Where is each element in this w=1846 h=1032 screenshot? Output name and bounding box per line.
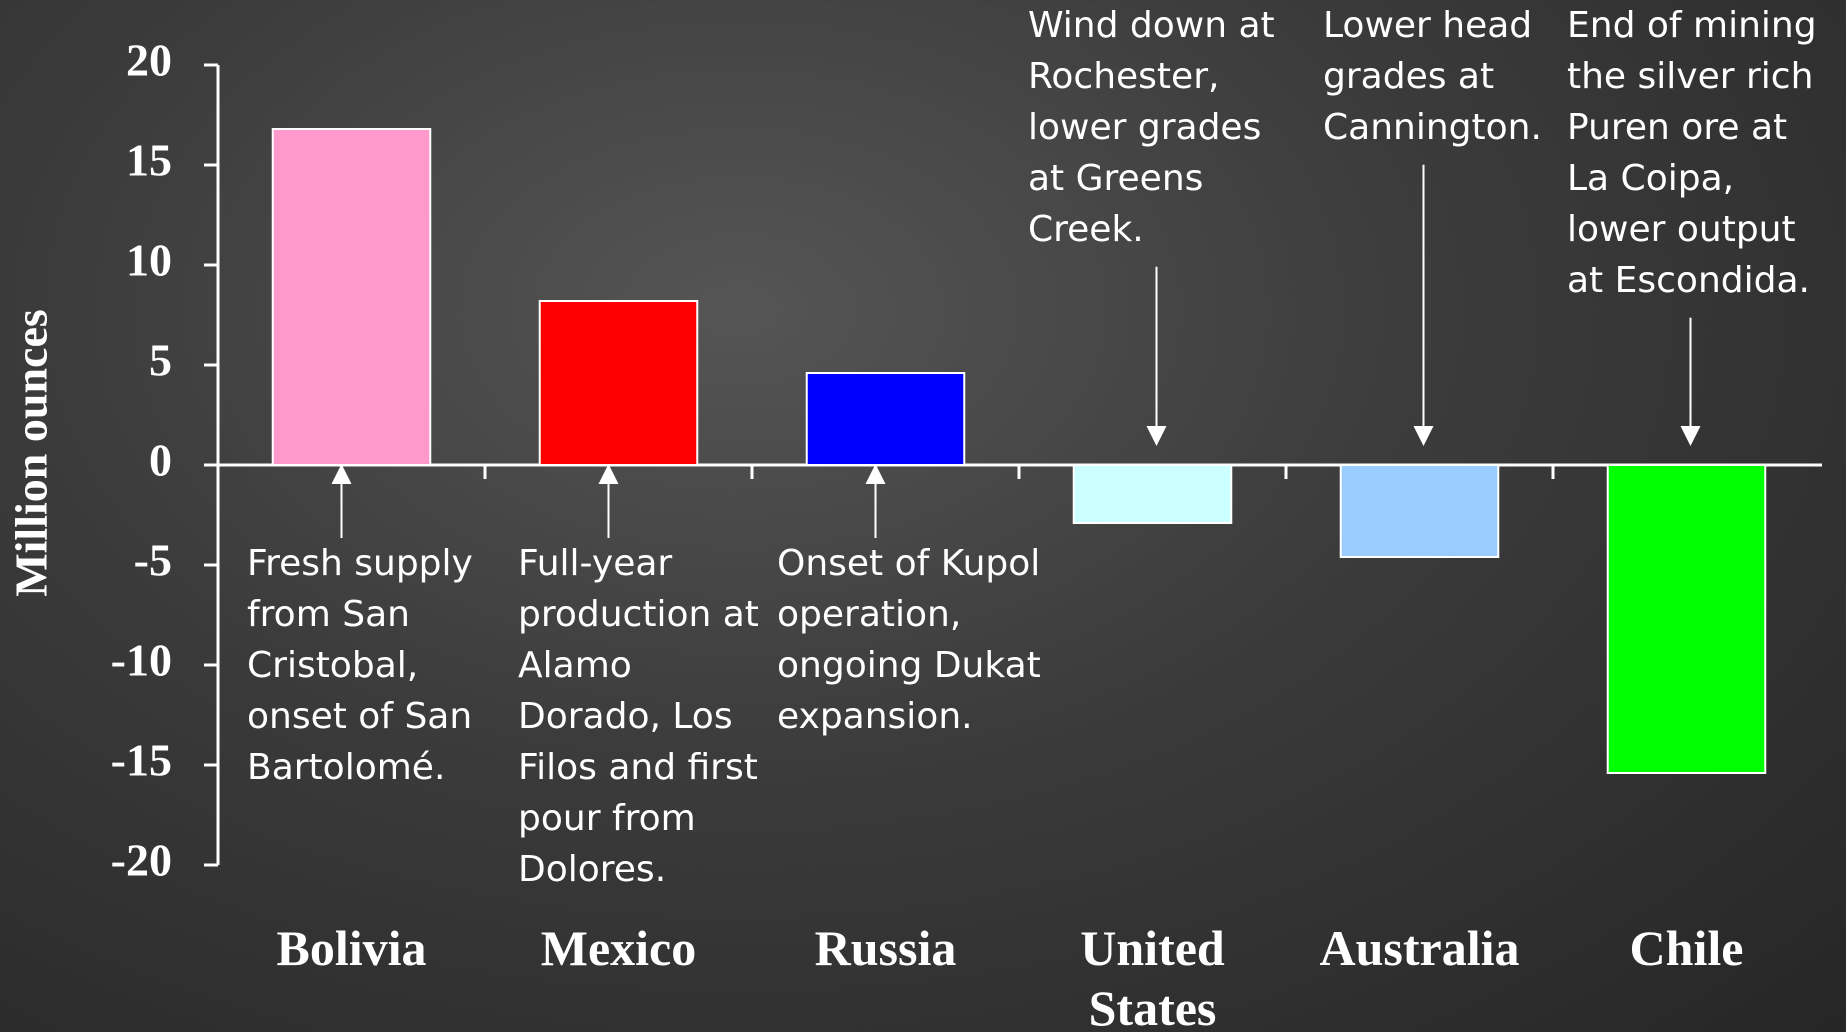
annotation-line: Wind down at <box>1028 5 1275 46</box>
bar <box>1606 464 1767 774</box>
annotation-line: Cannington. <box>1323 107 1542 148</box>
x-tick-label: Russia <box>814 920 957 976</box>
bar <box>1072 464 1233 524</box>
y-tick-label: 5 <box>149 335 172 386</box>
annotation-line: Bartolomé. <box>247 747 445 788</box>
annotation-line: at Escondida. <box>1567 260 1810 301</box>
annotation-line: production at <box>518 594 759 635</box>
annotation-line: Full-year <box>518 543 672 584</box>
y-tick-label: 10 <box>126 235 172 286</box>
annotation-line: at Greens <box>1028 158 1203 199</box>
annotation-line: Cristobal, <box>247 645 418 686</box>
annotation-line: Dolores. <box>518 849 666 890</box>
annotation-line: Filos and first <box>518 747 758 788</box>
annotation-line: Onset of Kupol <box>777 543 1040 584</box>
y-tick-label: -20 <box>111 835 172 886</box>
annotation-line: Rochester, <box>1028 56 1219 97</box>
annotation-line: lower grades <box>1028 107 1261 148</box>
bar <box>805 372 966 466</box>
annotation-line: the silver rich <box>1567 56 1813 97</box>
annotation-line: Fresh supply <box>247 543 473 584</box>
bar <box>1339 464 1500 558</box>
bar <box>538 300 699 466</box>
annotation-line: Creek. <box>1028 209 1144 250</box>
annotation-line: La Coipa, <box>1567 158 1734 199</box>
annotation-line: from San <box>247 594 410 635</box>
annotation-line: lower output <box>1567 209 1796 250</box>
x-tick-label: United States <box>1080 920 1225 1032</box>
annotation-line: Dorado, Los <box>518 696 733 737</box>
annotation-line: ongoing Dukat <box>777 645 1041 686</box>
annotation-line: Alamo <box>518 645 632 686</box>
annotation-line: operation, <box>777 594 961 635</box>
y-tick-label: 0 <box>149 435 172 486</box>
x-tick-label: Bolivia <box>276 920 427 976</box>
y-tick-label: 20 <box>126 35 172 86</box>
x-tick-label: Chile <box>1629 920 1744 976</box>
y-tick-label: -15 <box>111 735 172 786</box>
bar <box>271 128 432 466</box>
annotation-line: End of mining <box>1567 5 1817 46</box>
annotation-line: Lower head <box>1323 5 1532 46</box>
y-tick-label: -5 <box>134 535 172 586</box>
annotation-line: onset of San <box>247 696 472 737</box>
y-tick-label: 15 <box>126 135 172 186</box>
annotation-line: expansion. <box>777 696 973 737</box>
annotation-line: grades at <box>1323 56 1494 97</box>
annotation-line: Puren ore at <box>1567 107 1787 148</box>
x-tick-label: Mexico <box>540 920 697 976</box>
annotation-line: pour from <box>518 798 696 839</box>
y-axis-label: Million ounces <box>6 309 57 597</box>
x-tick-label: Australia <box>1319 920 1520 976</box>
y-tick-label: -10 <box>111 635 172 686</box>
